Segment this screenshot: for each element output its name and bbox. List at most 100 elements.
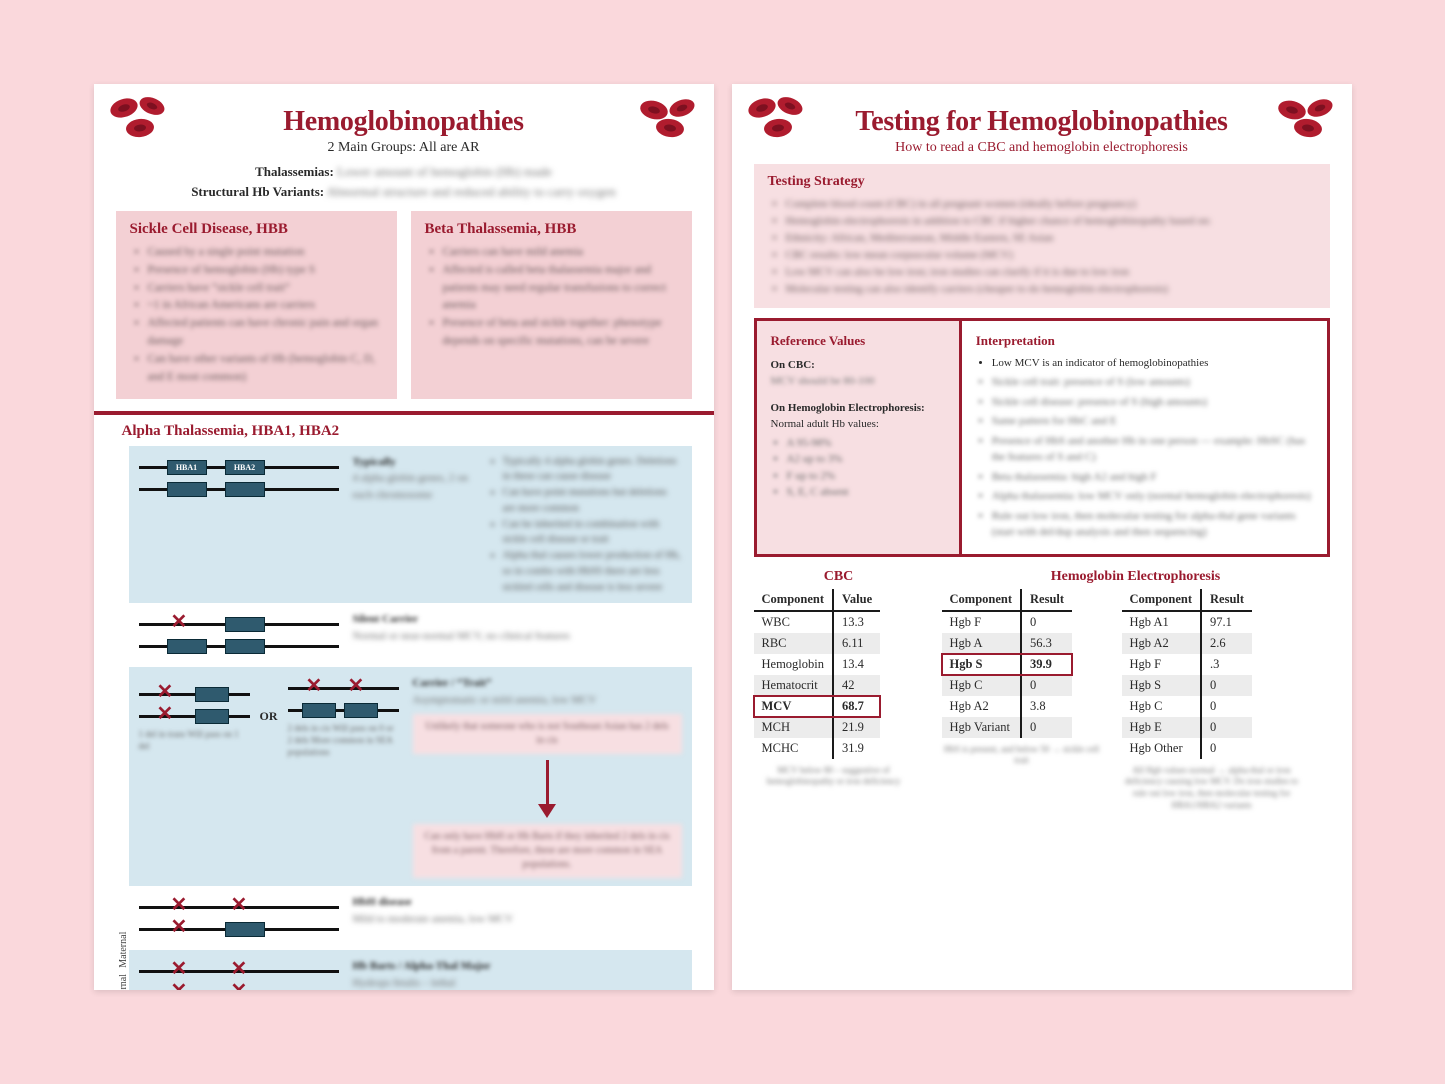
list-item: A 95-98%: [787, 435, 945, 452]
cell-component: Hgb S: [942, 654, 1022, 675]
list-item: Affected patients can have chronic pain …: [148, 315, 383, 351]
deletion-x-icon: ✕: [231, 959, 248, 979]
alpha-row-silent: ✕ Silent Carrier Normal or near-normal M…: [129, 603, 692, 667]
list-item: Rule out low iron, then molecular testin…: [992, 508, 1313, 541]
cell-value: 0: [1021, 717, 1072, 738]
page-subtitle: 2 Main Groups: All are AR: [116, 140, 692, 156]
cell-component: MCH: [754, 717, 834, 738]
testing-strategy-box: Testing Strategy Complete blood count (C…: [754, 164, 1330, 308]
gene-diagram: HBA1 HBA2: [139, 454, 339, 502]
table-row: Hgb F0: [942, 611, 1073, 633]
gene-caption: 2 dels in cis Will pass on 0 or 2 dels M…: [288, 723, 399, 758]
vertical-labels: Paternal Maternal: [116, 446, 129, 991]
disease-cards: Sickle Cell Disease, HBB Caused by a sin…: [116, 211, 692, 399]
row-body: Asymptomatic or mild anemia, low MCV: [413, 692, 682, 709]
gene-box-hba2: HBA2: [225, 460, 265, 475]
cell-value: 42: [833, 675, 880, 696]
gene-box-hba1: HBA1: [167, 460, 207, 475]
table-row: Hgb C0: [942, 675, 1073, 696]
page-title: Hemoglobinopathies: [116, 106, 692, 138]
card-list: Caused by a single point mutationPresenc…: [130, 244, 383, 387]
list-item: Low MCV can also be low iron; iron studi…: [786, 264, 1316, 281]
list-item: A2 up to 3%: [787, 451, 945, 468]
gene-box: [195, 687, 229, 702]
deletion-x-icon: ✕: [171, 981, 188, 990]
note-inset: Unlikely that someone who is not Southea…: [413, 714, 682, 754]
cell-value: 97.1: [1201, 611, 1252, 633]
section-title: Reference Values: [771, 331, 945, 351]
maternal-label: Maternal: [118, 931, 129, 967]
table-row: Hgb A197.1: [1122, 611, 1253, 633]
row-head: Carrier / “Trait”: [413, 675, 682, 692]
blood-cells-icon: [632, 94, 702, 140]
cell-value: 0: [1021, 675, 1072, 696]
page-testing: Testing for Hemoglobinopathies How to re…: [732, 84, 1352, 990]
alpha-thal-section: Paternal Maternal HBA1 HBA2 Typically: [116, 446, 692, 991]
list-item: Ethnicity: African, Mediterranean, Middl…: [786, 230, 1316, 247]
cell-value: 13.3: [833, 611, 880, 633]
table-row: Hgb S39.9: [942, 654, 1073, 675]
list-item: Hemoglobin electrophoresis in addition t…: [786, 213, 1316, 230]
list-item: Presence of hemoglobin (Hb) type S: [148, 262, 383, 280]
cell-value: 21.9: [833, 717, 880, 738]
cell-value: 0: [1201, 717, 1252, 738]
cell-value: 6.11: [833, 633, 880, 654]
deletion-x-icon: ✕: [231, 981, 248, 990]
he-table-block: Hemoglobin Electrophoresis Component Res…: [942, 569, 1330, 812]
list-item: Beta thalassemia: high A2 and high F: [992, 469, 1313, 486]
list-item: Carriers can have mild anemia: [443, 244, 678, 262]
list-item: Carriers have “sickle cell trait”: [148, 280, 383, 298]
cell-value: 3.8: [1021, 696, 1072, 717]
table-row: Hgb A22.6: [1122, 633, 1253, 654]
list-item: Complete blood count (CBC) in all pregna…: [786, 196, 1316, 213]
card-title: Beta Thalassemia, HBB: [425, 221, 678, 238]
deletion-x-icon: ✕: [157, 704, 174, 724]
cell-component: Hgb Variant: [942, 717, 1022, 738]
list-item: F up to 2%: [787, 468, 945, 485]
strategy-list: Complete blood count (CBC) in all pregna…: [768, 196, 1316, 298]
page-hemoglobinopathies: Hemoglobinopathies 2 Main Groups: All ar…: [94, 84, 714, 990]
gene-box: [167, 482, 207, 497]
list-item: Sickle cell trait: presence of S (low am…: [992, 374, 1313, 391]
cell-component: Hgb C: [1122, 696, 1202, 717]
row-body: Mild to moderate anemia, low MCV: [353, 911, 682, 928]
table-row: WBC13.3: [754, 611, 881, 633]
col-header: Component: [754, 589, 834, 611]
alpha-thal-title: Alpha Thalassemia, HBA1, HBA2: [122, 423, 692, 440]
or-label: OR: [260, 709, 278, 724]
list-item: Affected is called beta thalassemia majo…: [443, 262, 678, 315]
divider: [94, 411, 714, 415]
alpha-row-hbh: ✕✕ ✕ HbH disease Mild to moderate anemia…: [129, 886, 692, 950]
def-text: Abnormal structure and reduced ability t…: [327, 184, 616, 199]
reference-interpretation-box: Reference Values On CBC: MCV should be 8…: [754, 318, 1330, 557]
interp-list: Low MCV is an indicator of hemoglobinopa…: [976, 355, 1313, 372]
blood-cells-icon: [1270, 94, 1340, 140]
deletion-x-icon: ✕: [171, 895, 188, 915]
cell-value: 0: [1021, 611, 1072, 633]
gene-diagram: ✕✕ ✕: [139, 894, 339, 942]
cell-component: Hgb A2: [1122, 633, 1202, 654]
table-row: Hemoglobin13.4: [754, 654, 881, 675]
deletion-x-icon: ✕: [348, 676, 365, 696]
ref-he-sub: Normal adult Hb values:: [771, 416, 945, 433]
card-title: Sickle Cell Disease, HBB: [130, 221, 383, 238]
gene-box: [344, 703, 378, 718]
cell-value: 2.6: [1201, 633, 1252, 654]
table-row: MCHC31.9: [754, 738, 881, 759]
row-body: Hydrops fetalis – lethal: [353, 975, 682, 990]
alpha-notes: Typically 4 alpha globin genes. Deletion…: [487, 454, 682, 596]
cbc-table: Component Value WBC13.3RBC6.11Hemoglobin…: [754, 589, 881, 759]
he-table-left: Component Result Hgb F0Hgb A56.3Hgb S39.…: [942, 589, 1073, 738]
table-row: Hgb A56.3: [942, 633, 1073, 654]
gene-box: [225, 617, 265, 632]
cell-component: MCV: [754, 696, 834, 717]
list-item: CBC results: low mean corpuscular volume…: [786, 247, 1316, 264]
section-title: Testing Strategy: [768, 174, 1316, 190]
cell-value: 68.7: [833, 696, 880, 717]
cell-component: Hgb A2: [942, 696, 1022, 717]
table-note: HbS is present, and below 50 → sickle ce…: [942, 744, 1102, 767]
list-item: Molecular testing can also identify carr…: [786, 281, 1316, 298]
table-title: Hemoglobin Electrophoresis: [942, 569, 1330, 585]
list-item: S, E, C absent: [787, 484, 945, 501]
table-row: Hgb F.3: [1122, 654, 1253, 675]
